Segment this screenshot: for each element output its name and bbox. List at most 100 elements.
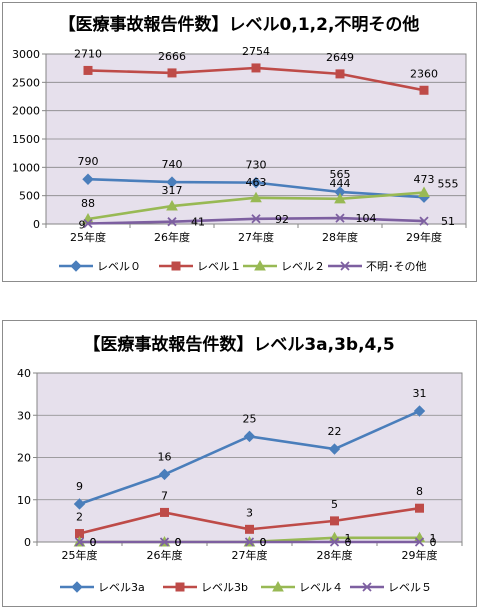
chart2-data-point [158, 468, 171, 481]
chart2-xtick-label: 27年度 [232, 548, 268, 562]
chart2-series-3 [74, 537, 425, 547]
chart2-ytick-label: 30 [17, 409, 31, 422]
chart2-title: 【医療事故報告件数】レベル3a,3b,4,5 [83, 334, 394, 355]
chart2-data-label: 0 [260, 536, 267, 549]
chart1-data-label: 555 [438, 178, 459, 191]
chart1-data-point [418, 186, 430, 198]
chart2-legend-marker [362, 582, 372, 592]
chart1-data-point [334, 192, 346, 204]
chart2-data-point [414, 537, 425, 547]
chart1-data-label: 2666 [158, 50, 186, 63]
chart1-data-point [250, 191, 262, 203]
chart1-data-point [419, 85, 429, 95]
chart1-data-label: 317 [162, 184, 183, 197]
chart1-data-label: 88 [81, 197, 95, 210]
chart1-data-label: 473 [414, 173, 435, 186]
chart1-series-3 [83, 213, 429, 229]
chart1-xtick-label: 28年度 [322, 230, 358, 244]
chart1-ytick-label: 3000 [12, 48, 40, 61]
chart2-legend-item: レベル４ [261, 580, 343, 594]
chart1-xtick-label: 29年度 [406, 230, 442, 244]
chart2-data-label: 1 [430, 532, 437, 545]
chart1-data-point [83, 218, 93, 229]
chart1-ytick-label: 500 [19, 190, 40, 203]
chart2-series-0 [73, 405, 426, 510]
chart2-xtick-label: 28年度 [317, 548, 353, 562]
chart2-legend-label: レベル3b [201, 581, 248, 594]
chart2-legend-item: レベル3b [163, 581, 248, 594]
chart1-data-point [83, 65, 93, 75]
chart2-data-label: 0 [90, 536, 97, 549]
chart1-data-point [167, 217, 177, 227]
chart1-data-point [166, 176, 178, 188]
chart2-legend-marker [175, 582, 185, 592]
chart2-legend-marker [71, 581, 83, 593]
chart1-data-point [335, 213, 345, 223]
chart2-legend-label: レベル3a [98, 581, 145, 594]
chart1-data-label: 2754 [242, 45, 270, 58]
chart2-data-point [74, 537, 85, 547]
chart1-legend-label: レベル１ [197, 260, 241, 273]
chart2-data-label: 22 [328, 425, 342, 438]
chart1-legend-item: 不明･その他 [328, 260, 427, 273]
chart2-data-point [330, 516, 339, 526]
chart1-legend-label: レベル０ [97, 260, 141, 273]
chart1-data-label: 2360 [410, 67, 438, 80]
chart2-data-point [243, 430, 256, 443]
chart1-data-point [419, 216, 429, 226]
chart1-ytick-label: 1500 [12, 133, 40, 146]
chart1-data-label: 790 [78, 155, 99, 168]
chart2-data-point [328, 443, 341, 455]
chart2-data-point [415, 503, 424, 513]
chart-1-svg: 【医療事故報告件数】レベル0,1,2,不明その他 0 500 1000 1500 2000… [12, 14, 467, 273]
chart2-ytick-label: 20 [17, 452, 31, 465]
chart1-data-label: 463 [246, 176, 267, 189]
chart1-data-label: 104 [356, 212, 377, 225]
chart-1: 【医療事故報告件数】レベル0,1,2,不明その他 0 500 1000 1500 2000… [2, 2, 477, 282]
chart1-ytick-label: 2500 [12, 76, 40, 89]
chart1-legend-marker [254, 259, 266, 271]
chart2-legend-label: レベル５ [388, 581, 432, 594]
chart1-legend-marker [171, 261, 181, 271]
chart1-legend-marker [70, 260, 82, 272]
chart2-legend-item: レベル3a [60, 581, 145, 594]
chart2-data-label: 3 [246, 506, 253, 519]
chart1-xtick-label: 26年度 [154, 230, 190, 244]
chart1-data-point [167, 68, 177, 78]
chart1-data-point [251, 63, 261, 73]
chart2-data-label: 2 [76, 511, 83, 524]
chart2-data-point [73, 498, 86, 510]
chart2-legend-label: レベル４ [299, 581, 343, 594]
chart2-data-point [159, 537, 170, 547]
chart2-data-point [244, 537, 255, 547]
chart1-legend-item: レベル０ [59, 260, 141, 273]
chart2-data-label: 0 [345, 536, 352, 549]
chart2-data-point [245, 524, 254, 534]
chart1-legend-marker [340, 261, 350, 271]
chart1-legend-item: レベル１ [159, 260, 241, 273]
chart1-legend-label: レベル２ [281, 260, 325, 273]
chart1-data-point [335, 69, 345, 79]
chart1-title: 【医療事故報告件数】レベル0,1,2,不明その他 [59, 14, 420, 35]
chart2-data-point [413, 405, 426, 417]
chart2-ytick-label: 10 [17, 494, 31, 507]
chart1-data-label: 92 [275, 213, 289, 226]
chart2-legend-item: レベル５ [350, 581, 432, 594]
chart2-data-label: 31 [413, 387, 427, 400]
chart1-xtick-label: 25年度 [70, 230, 106, 244]
chart1-data-point [251, 214, 261, 224]
chart1-data-label: 2710 [74, 47, 102, 60]
chart2-xtick-label: 25年度 [62, 548, 98, 562]
chart2-xtick-label: 26年度 [147, 548, 183, 562]
chart1-data-label: 41 [191, 216, 205, 229]
chart2-data-label: 25 [243, 412, 257, 425]
chart1-xtick-label: 27年度 [238, 230, 274, 244]
chart2-data-label: 0 [175, 536, 182, 549]
chart2-data-label: 0 [430, 536, 437, 549]
chart1-data-point [250, 176, 262, 189]
chart1-data-point [82, 173, 94, 185]
chart2-data-label: 1 [345, 532, 352, 545]
chart2-ytick-label: 0 [24, 536, 31, 549]
chart2-data-label: 9 [76, 480, 83, 493]
